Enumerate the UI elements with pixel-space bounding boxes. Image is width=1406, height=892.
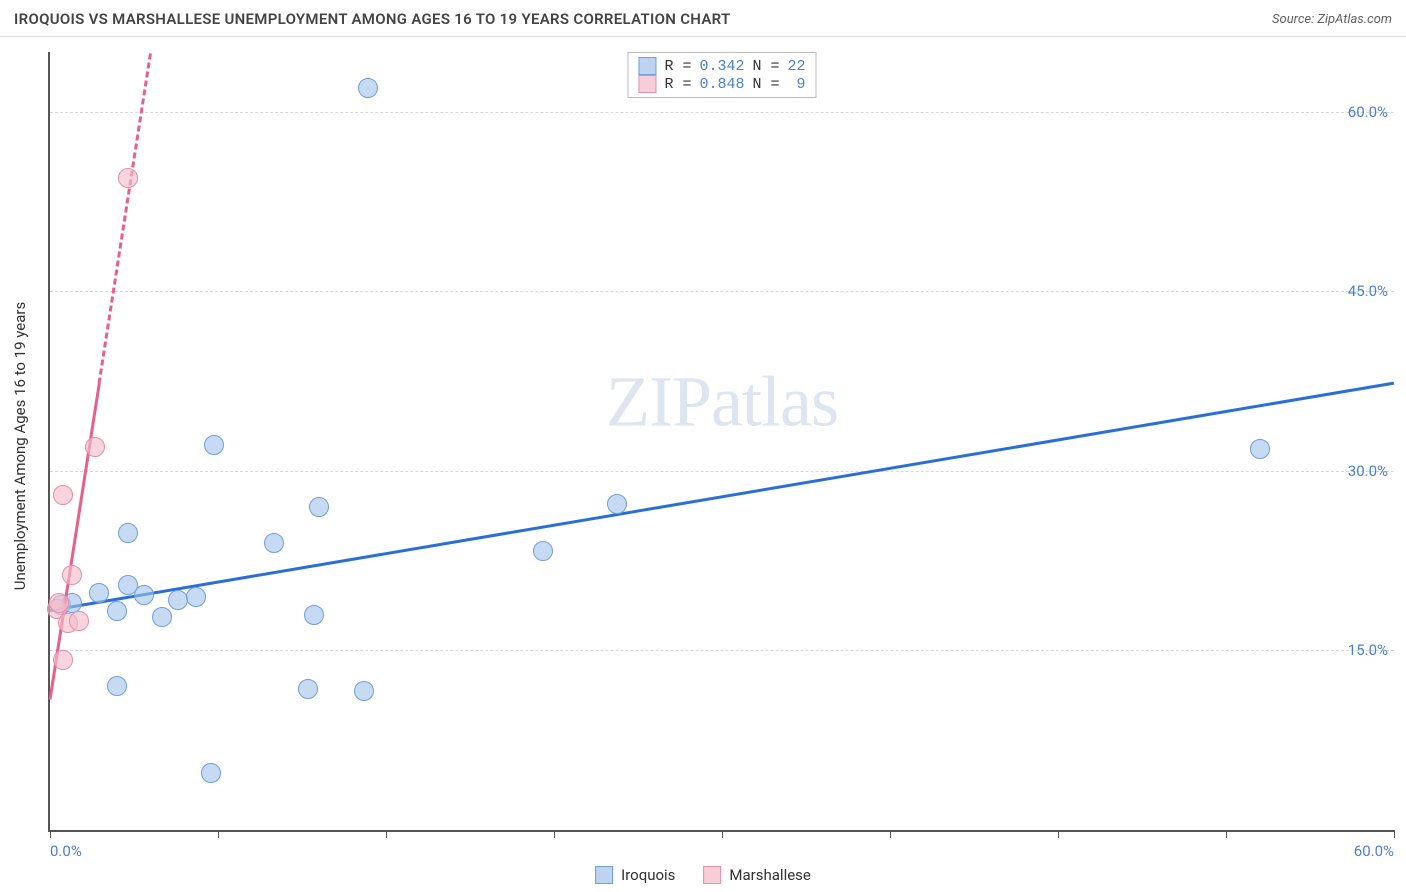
data-point-iroquois [107,676,127,696]
watermark: ZIPatlas [606,361,838,444]
data-point-marshallese [69,611,89,631]
chart-title: IROQUOIS VS MARSHALLESE UNEMPLOYMENT AMO… [14,10,731,28]
gridline-h [50,650,1394,651]
stat-r-value: 0.848 [699,76,744,93]
data-point-marshallese [53,485,73,505]
data-point-iroquois [107,601,127,621]
data-point-marshallese [53,650,73,670]
data-point-iroquois [201,763,221,783]
data-point-marshallese [49,593,69,613]
x-tick [218,830,219,838]
legend-label: Marshallese [729,866,810,884]
legend-item: Iroquois [595,866,675,884]
legend-item: Marshallese [703,866,810,884]
data-point-iroquois [118,575,138,595]
legend-swatch [638,75,656,93]
stats-row: R = 0.342 N = 22 [638,57,805,75]
gridline-h [50,112,1394,113]
data-point-iroquois [152,607,172,627]
data-point-iroquois [204,435,224,455]
stat-r-value: 0.342 [699,58,744,75]
y-tick-label: 30.0% [1348,462,1388,480]
x-tick [1394,830,1395,838]
data-point-iroquois [533,541,553,561]
x-tick-label-max: 60.0% [1354,842,1394,860]
trend-line-marshallese [98,53,152,384]
stat-n-value: 9 [788,76,806,93]
stats-row: R = 0.848 N = 9 [638,75,805,93]
x-axis-legend: Iroquois Marshallese [595,866,811,884]
data-point-iroquois [304,605,324,625]
y-tick-label: 15.0% [1348,641,1388,659]
stat-r-label: R = [664,58,691,75]
data-point-iroquois [298,679,318,699]
x-tick [554,830,555,838]
x-tick [386,830,387,838]
x-tick [890,830,891,838]
data-point-iroquois [89,583,109,603]
data-point-iroquois [358,78,378,98]
data-point-marshallese [118,168,138,188]
data-point-marshallese [62,565,82,585]
data-point-iroquois [168,590,188,610]
stat-r-label: R = [664,76,691,93]
data-point-marshallese [85,437,105,457]
x-tick [1058,830,1059,838]
gridline-h [50,471,1394,472]
chart-source: Source: ZipAtlas.com [1272,12,1392,27]
legend-label: Iroquois [621,866,675,884]
data-point-iroquois [264,533,284,553]
chart-header: IROQUOIS VS MARSHALLESE UNEMPLOYMENT AMO… [0,0,1406,37]
x-tick [50,830,51,838]
stat-n-value: 22 [788,58,806,75]
data-point-iroquois [607,494,627,514]
stat-n-label: N = [753,58,780,75]
data-point-iroquois [1250,439,1270,459]
x-tick [1226,830,1227,838]
legend-swatch [638,57,656,75]
legend-swatch [703,866,721,884]
gridline-h [50,291,1394,292]
x-tick-label-min: 0.0% [50,842,82,860]
y-tick-label: 60.0% [1348,103,1388,121]
data-point-iroquois [186,587,206,607]
data-point-iroquois [309,497,329,517]
data-point-iroquois [354,681,374,701]
legend-swatch [595,866,613,884]
stat-n-label: N = [753,76,780,93]
x-tick [722,830,723,838]
data-point-iroquois [118,523,138,543]
y-tick-label: 45.0% [1348,282,1388,300]
stats-box: R = 0.342 N = 22 R = 0.848 N = 9 [627,52,816,98]
y-axis-label: Unemployment Among Ages 16 to 19 years [11,302,29,590]
plot-area: ZIPatlas 15.0%30.0%45.0%60.0%0.0%60.0%R … [48,52,1394,832]
trend-line-iroquois [50,381,1394,611]
